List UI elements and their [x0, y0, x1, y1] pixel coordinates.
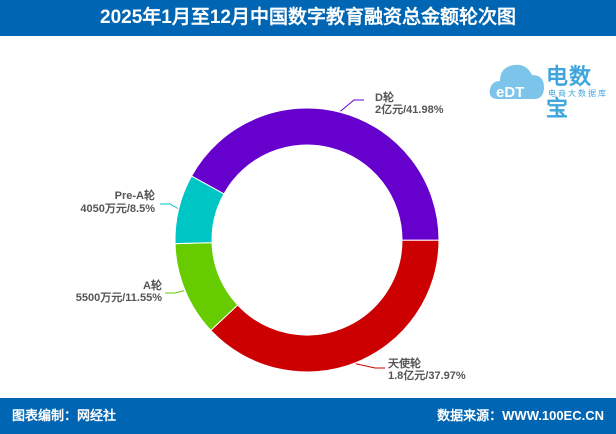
label-a-value: 5500万元/11.55%	[76, 291, 162, 304]
slice-d	[190, 107, 440, 241]
leader-prea	[160, 203, 179, 209]
svg-text:eDT: eDT	[496, 84, 524, 101]
leader-angel	[355, 363, 385, 369]
label-prea-name: Pre-A轮	[115, 188, 155, 202]
footer: 图表编制：网经社 数据来源：WWW.100EC.CN	[0, 398, 616, 434]
logo-name: 电数宝	[546, 64, 593, 121]
label-d-value: 2亿元/41.98%	[375, 102, 444, 116]
cloud-logo-icon: eDT	[489, 64, 544, 101]
slice-prea	[174, 175, 225, 245]
footer-source: 数据来源：WWW.100EC.CN	[437, 408, 604, 423]
label-angel-value: 1.8亿元/37.97%	[388, 368, 466, 382]
logo: eDT 电数宝 电商大数据库	[488, 55, 613, 121]
chart-title: 2025年1月至12月中国数字教育融资总金额轮次图	[0, 0, 616, 36]
label-a-name: A轮	[143, 278, 162, 292]
label-d-name: D轮	[375, 90, 394, 104]
leader-d	[340, 99, 364, 112]
label-angel-name: 天使轮	[388, 356, 421, 370]
logo-subtitle: 电商大数据库	[548, 89, 608, 98]
slice-angel	[210, 239, 440, 373]
leader-a	[165, 290, 185, 294]
footer-credit: 图表编制：网经社	[12, 408, 117, 423]
label-prea-value: 4050万元/8.5%	[80, 202, 155, 215]
